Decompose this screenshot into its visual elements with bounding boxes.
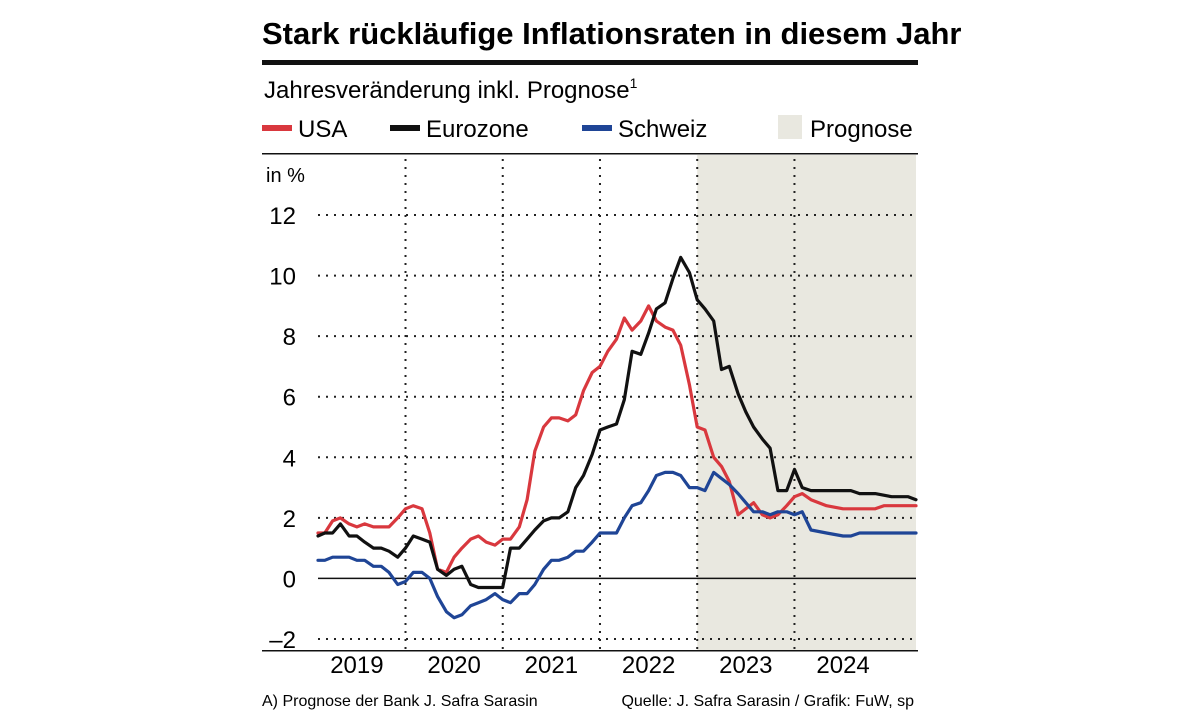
y-tick-label: 12 xyxy=(269,203,296,230)
chart-subtitle: Jahresveränderung inkl. Prognose1 xyxy=(264,75,638,104)
title-rule xyxy=(262,60,918,65)
legend-swatch-eurozone xyxy=(390,125,420,131)
series-line-schweiz xyxy=(316,470,918,620)
gridlines xyxy=(318,159,916,650)
y-tick-label: 4 xyxy=(283,445,296,472)
x-axis-year-labels: 2019 2020 2021 2022 2023 2024 xyxy=(330,652,870,679)
x-tick-label: 2022 xyxy=(622,652,675,679)
legend-label-prognose: Prognose xyxy=(810,116,913,143)
x-tick-label: 2021 xyxy=(525,652,578,679)
legend-swatch-schweiz xyxy=(582,125,612,131)
y-tick-label: 2 xyxy=(283,506,296,533)
legend-label-usa: USA xyxy=(298,116,347,143)
chart-title: Stark rückläufige Inflationsraten in die… xyxy=(262,16,961,51)
y-tick-label: 10 xyxy=(269,264,296,291)
x-tick-label: 2020 xyxy=(427,652,480,679)
legend-swatch-prognose xyxy=(778,115,802,139)
footer-note: A) Prognose der Bank J. Safra Sarasin xyxy=(262,693,538,710)
legend-label-eurozone: Eurozone xyxy=(426,116,529,143)
y-tick-label: 8 xyxy=(283,324,296,351)
subtitle-footnote-mark: 1 xyxy=(630,75,638,91)
legend-label-schweiz: Schweiz xyxy=(618,116,707,143)
legend-swatch-usa xyxy=(262,125,292,131)
series-lines xyxy=(316,255,918,620)
x-tick-label: 2019 xyxy=(330,652,383,679)
y-tick-label: 0 xyxy=(283,566,296,593)
x-tick-label: 2023 xyxy=(719,652,772,679)
series-line-usa xyxy=(316,304,918,574)
y-tick-label: 6 xyxy=(283,385,296,412)
plot-top-rule xyxy=(262,153,918,155)
legend: USA Eurozone Schweiz Prognose xyxy=(262,115,913,143)
footer-source: Quelle: J. Safra Sarasin / Grafik: FuW, … xyxy=(621,693,914,710)
forecast-band xyxy=(697,155,916,650)
x-tick-label: 2024 xyxy=(816,652,869,679)
y-axis-unit-label: in % xyxy=(266,165,305,187)
series-line-eurozone xyxy=(316,255,918,590)
x-axis-rule xyxy=(262,650,918,652)
y-axis-tick-labels: 12 10 8 6 4 2 0 –2 xyxy=(269,203,296,654)
y-tick-label: –2 xyxy=(269,627,296,654)
